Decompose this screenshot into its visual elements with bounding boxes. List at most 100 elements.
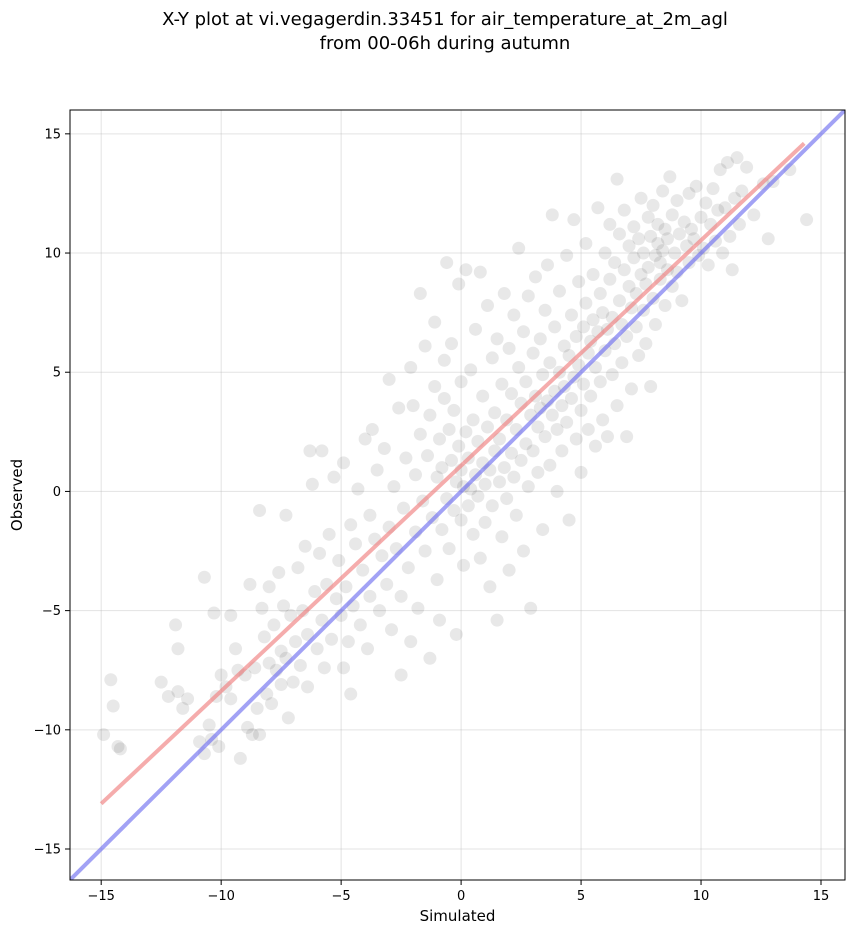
scatter-point [564,391,578,405]
scatter-point [181,692,195,706]
scatter-point [603,272,617,286]
y-tick-label: −10 [34,723,61,738]
scatter-point [461,499,475,513]
scatter-point [725,263,739,277]
scatter-point [363,508,377,522]
scatter-point [409,468,423,482]
scatter-point [197,570,211,584]
scatter-point [253,728,267,742]
scatter-point [543,458,557,472]
scatter-point [519,375,533,389]
scatter-point [279,508,293,522]
scatter-point [509,508,523,522]
scatter-point [615,356,629,370]
scatter-point [423,651,437,665]
scatter-point [658,222,672,236]
scatter-point [257,630,271,644]
scatter-point [245,728,259,742]
scatter-point [255,601,269,615]
scatter-point [560,415,574,429]
y-tick-label: −5 [42,604,61,619]
scatter-point [397,501,411,515]
scatter-point [622,239,636,253]
scatter-point [800,213,814,227]
scatter-point [588,360,602,374]
scatter-point [317,661,331,675]
scatter-point [433,432,447,446]
scatter-point [473,551,487,565]
scatter-point [600,430,614,444]
y-tick-label: 5 [53,366,61,381]
scatter-point [581,422,595,436]
scatter-point [480,420,494,434]
scatter-point [161,689,175,703]
scatter-point [351,482,365,496]
scatter-point [555,399,569,413]
scatter-point [622,279,636,293]
scatter-point [713,163,727,177]
scatter-point [567,213,581,227]
scatter-point [572,275,586,289]
scatter-point [588,439,602,453]
scatter-point [308,585,322,599]
scatter-point [653,256,667,270]
scatter-point [274,644,288,658]
scatter-point [423,408,437,422]
scatter-point [495,377,509,391]
y-tick-label: 0 [53,485,61,500]
chart-title-line-1: X-Y plot at vi.vegagerdin.33451 for air_… [162,9,728,30]
scatter-point [356,563,370,577]
scatter-point [552,284,566,298]
scatter-point [668,246,682,260]
scatter-point [526,346,540,360]
scatter-point [728,191,742,205]
scatter-point [291,561,305,575]
scatter-point [361,642,375,656]
scatter-point [497,287,511,301]
chart-title: X-Y plot at vi.vegagerdin.33451 for air_… [0,8,854,56]
scatter-point [576,377,590,391]
scatter-point [658,298,672,312]
scatter-point [433,613,447,627]
scatter-point [550,484,564,498]
scatter-point [608,256,622,270]
scatter-point [579,296,593,310]
scatter-point [344,518,358,532]
scatter-point [735,184,749,198]
scatter-point [437,391,451,405]
scatter-point [382,372,396,386]
scatter-point [418,544,432,558]
scatter-point [399,451,413,465]
scatter-point [437,353,451,367]
scatter-point [672,227,686,241]
scatter-point [298,539,312,553]
scatter-point [706,182,720,196]
scatter-point [684,222,698,236]
scatter-point [277,599,291,613]
scatter-point [490,332,504,346]
scatter-point [466,413,480,427]
y-tick-label: −15 [34,843,61,858]
scatter-point [274,678,288,692]
scatter-point [406,399,420,413]
scatter-point [452,277,466,291]
scatter-point [545,208,559,222]
scatter-point [644,380,658,394]
scatter-point [521,480,535,494]
x-tick-label: −5 [332,889,351,904]
scatter-point [720,155,734,169]
scatter-point [651,236,665,250]
scatter-point [620,329,634,343]
scatter-point [591,201,605,215]
scatter-point [660,232,674,246]
scatter-point [617,203,631,217]
scatter-point [502,563,516,577]
scatter-point [665,208,679,222]
scatter-point [233,751,247,765]
scatter-point [421,449,435,463]
chart-title-line-2: from 00-06h during autumn [319,33,571,54]
scatter-point [677,215,691,229]
scatter-point [603,217,617,231]
scatter-point [584,389,598,403]
